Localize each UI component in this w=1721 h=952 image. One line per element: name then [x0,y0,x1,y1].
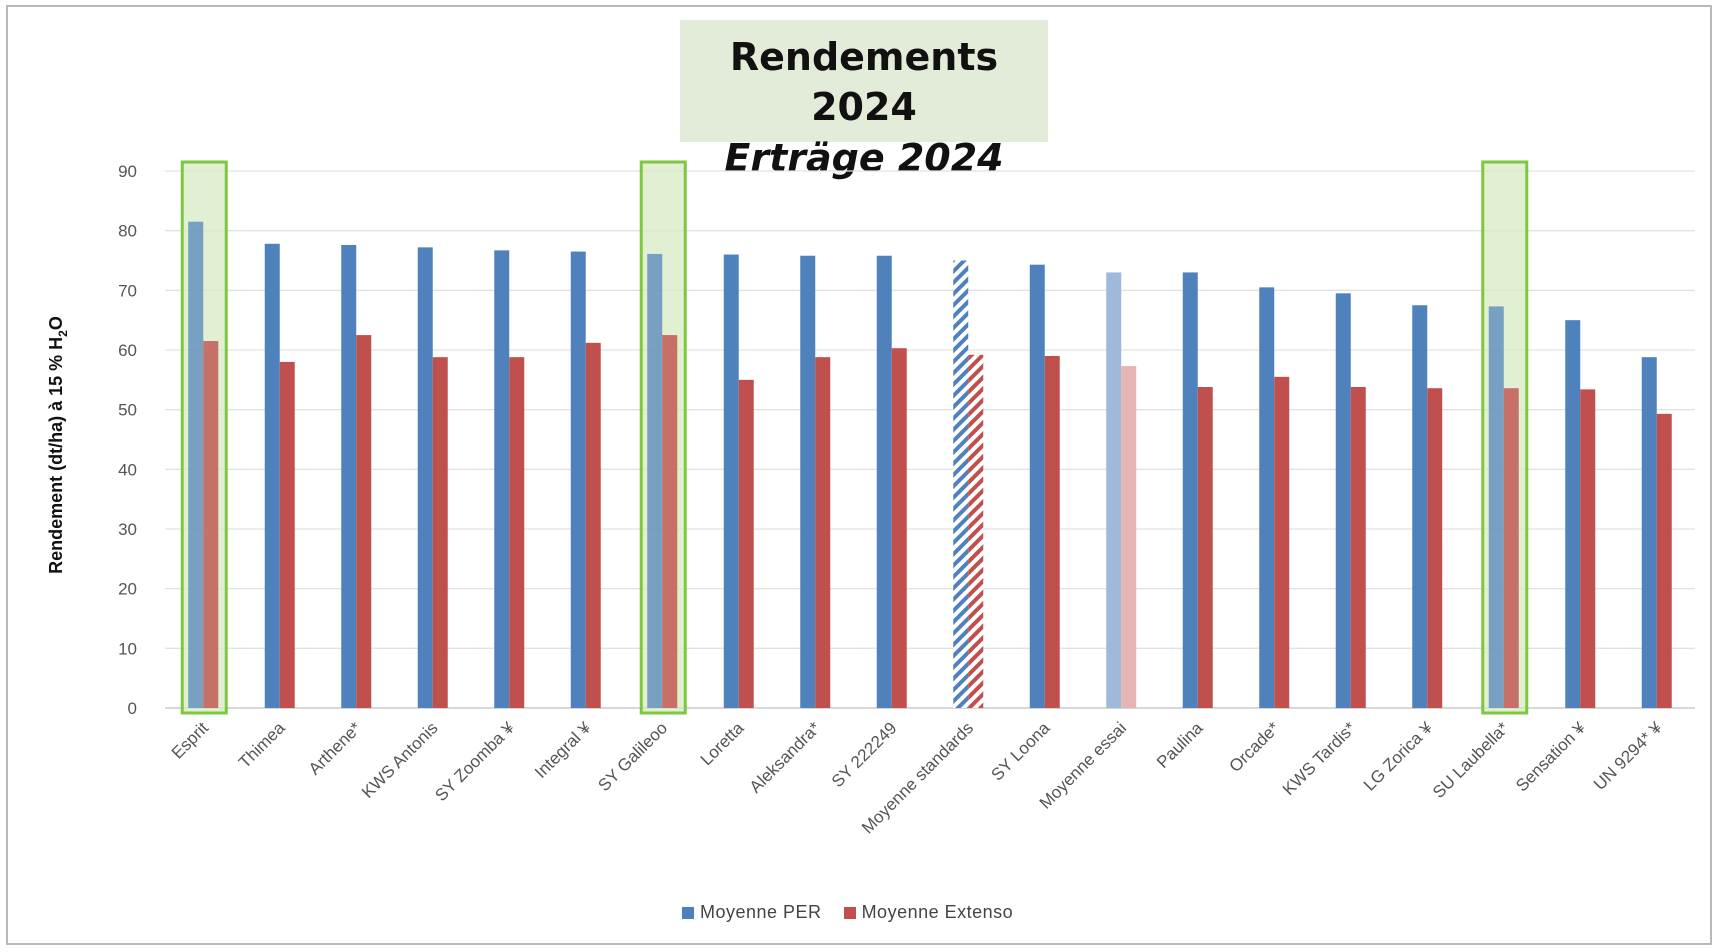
bar-per [1565,320,1581,708]
bar-per [1259,287,1275,708]
bar-extenso [1044,355,1060,708]
bar-per [570,251,586,709]
bar-extenso [815,357,831,708]
bar-per [1641,357,1657,708]
bar-extenso [1656,413,1672,708]
legend-label-per: Moyenne PER [700,902,822,922]
bar-extenso [509,357,525,708]
x-tick-label: SY 222249 [828,718,901,791]
bar-extenso [1350,386,1366,708]
x-tick-label: KWS Tardis* [1279,718,1360,799]
x-tick-label: SY Galileoo [594,718,671,795]
bar-per [1335,293,1351,708]
y-tick-label: 90 [118,162,137,181]
x-tick-label: Orcade* [1226,718,1284,776]
bar-extenso [1121,366,1137,708]
bar-per [1182,272,1198,708]
x-tick-label: UN 9294* ¥ [1590,718,1666,794]
bar-extenso [1503,388,1519,708]
bar-per [953,260,969,708]
x-tick-label: Loretta [697,718,748,769]
x-tick-label: SY Zoomba ¥ [431,718,518,805]
y-tick-label: 0 [128,699,137,718]
bar-extenso [1197,386,1213,708]
bar-per [341,244,357,708]
bar-per [494,250,510,708]
bar-per [800,255,816,708]
bar-extenso [356,335,372,708]
y-tick-label: 30 [118,520,137,539]
chart-title-box: Rendements 2024 Erträge 2024 [680,20,1048,180]
y-tick-label: 60 [118,341,137,360]
y-axis-label-end: O [46,316,67,331]
y-axis-label: Rendement (dt/ha) à 15 % H2O [46,316,70,574]
y-tick-label: 40 [118,460,137,479]
chart-subtitle: Erträge 2024 [724,136,1004,180]
y-axis-label-sub: 2 [55,330,70,337]
legend: Moyenne PER Moyenne Extenso [682,902,1013,923]
bar-extenso [585,342,601,708]
legend-item-extenso: Moyenne Extenso [843,902,1014,923]
x-tick-label: SY Loona [988,718,1054,784]
bar-extenso [662,335,678,708]
bar-per [1412,305,1428,708]
bar-per [188,221,204,708]
bar-per [723,254,739,709]
x-tick-label: Sensation ¥ [1512,718,1589,795]
legend-item-per: Moyenne PER [682,902,822,923]
bar-extenso [1580,389,1596,708]
x-tick-label: KWS Antonis [358,718,442,802]
legend-swatch-per [682,906,694,919]
y-axis-label-main: Rendement (dt/ha) à 15 % H [46,336,67,574]
x-tick-label: Esprit [168,718,212,762]
bar-per [647,253,663,709]
x-tick-label: SU Laubella* [1429,718,1513,802]
x-tick-label: Aleksandra* [746,718,825,797]
bar-per [1106,272,1122,708]
y-tick-label: 70 [118,281,137,300]
bar-per [264,243,280,708]
y-tick-label: 50 [118,401,137,420]
x-tick-label: Integral ¥ [531,718,595,782]
legend-label-extenso: Moyenne Extenso [861,902,1014,922]
bar-per [876,255,892,708]
bar-per [1488,306,1504,708]
x-tick-label: Thimea [235,718,289,772]
chart-title: Rendements 2024 [729,35,999,129]
bar-extenso [968,354,984,708]
y-tick-label: 10 [118,639,137,658]
bar-extenso [279,361,295,708]
bar-per [1029,264,1045,708]
bar-extenso [738,379,754,708]
bar-extenso [432,357,448,708]
y-tick-label: 80 [118,222,137,241]
x-tick-label: Arthene* [305,718,365,778]
x-tick-label: LG Zorica ¥ [1360,718,1437,795]
bar-extenso [891,348,907,708]
y-tick-label: 20 [118,580,137,599]
bar-extenso [1427,388,1443,708]
bar-per [417,247,433,708]
bar-extenso [203,341,219,708]
bar-extenso [1274,376,1290,708]
legend-swatch-extenso [843,906,856,919]
x-tick-label: Paulina [1153,718,1207,772]
